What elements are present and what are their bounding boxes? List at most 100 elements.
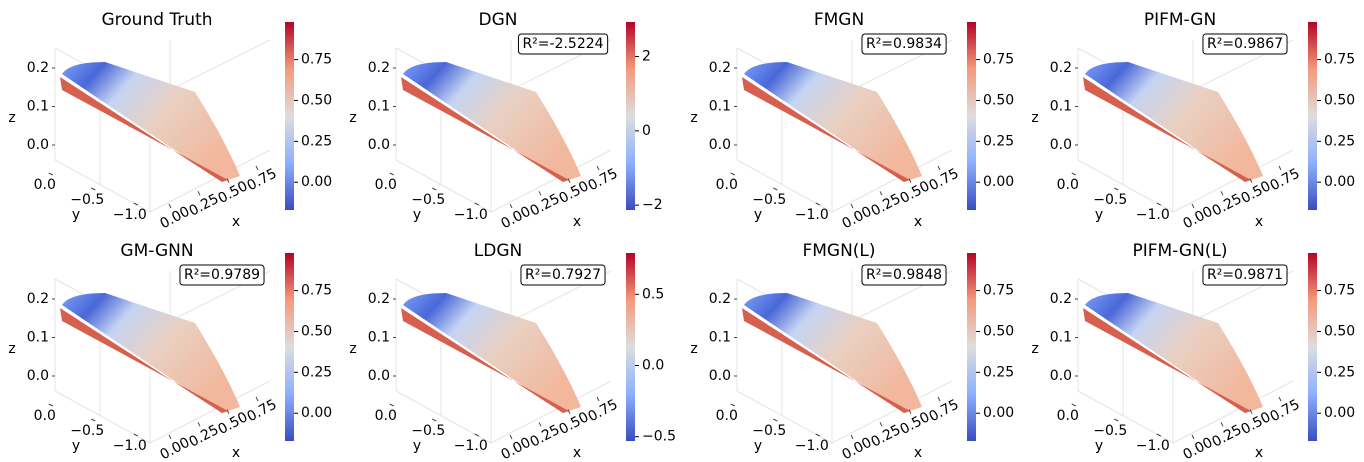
colorbar (626, 22, 635, 210)
annotation-box (861, 264, 947, 286)
colorbar-tick-label: 0.75 (1324, 283, 1355, 299)
x-label: x (914, 445, 922, 461)
x-tick (226, 409, 230, 414)
x-tick (1278, 165, 1282, 171)
x-tick (567, 409, 571, 414)
annotation-box (520, 264, 606, 286)
surface (403, 62, 581, 182)
y-label: y (754, 207, 762, 223)
y-tick (474, 433, 479, 437)
z-tick-label: 0.1 (368, 99, 390, 115)
y-label: y (72, 438, 80, 454)
colorbar-tick-label: 0.25 (301, 133, 332, 149)
r2-annotation: R²=0.9789 (184, 267, 260, 283)
colorbar (967, 22, 976, 210)
r2-annotation: R²=0.9834 (866, 36, 942, 52)
x-tick (168, 203, 172, 209)
x-tick-label: 0.75 (926, 397, 961, 426)
y-tick-label: 0.0 (34, 177, 56, 193)
x-tick (879, 422, 883, 427)
y-tick-label: −1.0 (795, 207, 829, 223)
colorbar (285, 253, 294, 441)
colorbar-tick-label: 0.00 (301, 174, 332, 190)
colorbar-tick-label: 0.25 (1324, 133, 1355, 149)
x-tick (226, 178, 230, 183)
y-label: y (413, 438, 421, 454)
annotation-box (861, 33, 947, 55)
r2-annotation: R²=0.7927 (525, 267, 601, 283)
y-label: y (1095, 207, 1103, 223)
y-tick (1156, 433, 1161, 437)
x-tick (197, 191, 201, 196)
y-tick-label: −1.0 (454, 207, 488, 223)
surface (744, 62, 922, 182)
panel: 0.0 0.1 0.2 z 0.0 −0.5 −1.0 y 0.00 0.25 0.50 0.75 x 0… (690, 241, 1014, 462)
panel: 0.0 0.1 0.2 z 0.0 −0.5 −1.0 y 0.00 0.25 0.50 0.75 x 0… (8, 10, 332, 232)
colorbar-tick-label: 0.5 (642, 286, 664, 302)
z-tick-label: 0.0 (709, 368, 731, 384)
colorbar-tick-label: 0.50 (983, 92, 1014, 108)
y-label: y (1095, 438, 1103, 454)
colorbar-tick-label: 0.75 (983, 52, 1014, 68)
x-tick-label: 0.75 (585, 397, 620, 426)
panel: 0.0 0.1 0.2 z 0.0 −0.5 −1.0 y 0.00 0.25 0.50 0.75 x 0… (1031, 241, 1355, 462)
panel-title: Ground Truth (101, 10, 212, 30)
x-label: x (573, 445, 581, 461)
r2-annotation: R²=0.9871 (1207, 267, 1283, 283)
x-tick (538, 422, 542, 427)
x-tick (879, 191, 883, 196)
x-label: x (1255, 445, 1263, 461)
surface-edge (742, 77, 910, 182)
y-tick (1071, 172, 1076, 176)
z-tick-label: 0.2 (368, 291, 390, 307)
surface (62, 293, 240, 413)
y-tick-label: −1.0 (113, 438, 147, 454)
y-tick (1156, 202, 1161, 206)
y-tick-label: −1.0 (1136, 207, 1170, 223)
z-tick-label: 0.2 (27, 291, 49, 307)
panel: 0.00.10.2z0.0−0.5−1.0y 0.000.250.500.75x−… (349, 241, 676, 462)
x-tick (567, 178, 571, 183)
z-tick-label: 0.1 (709, 99, 731, 115)
x-tick (1191, 203, 1195, 209)
colorbar-tick-label: −0.5 (642, 429, 676, 445)
y-tick (815, 433, 820, 437)
y-label: y (413, 207, 421, 223)
annotation-box (517, 33, 609, 55)
y-tick-label: −1.0 (113, 207, 147, 223)
x-tick (596, 396, 600, 402)
z-tick-label: 0.1 (1050, 330, 1072, 346)
colorbar-tick-label: 0.50 (983, 323, 1014, 339)
y-tick-label: −1.0 (454, 438, 488, 454)
surface-edge (1083, 77, 1251, 182)
y-tick (91, 187, 96, 191)
z-label: z (690, 110, 697, 126)
y-tick (48, 172, 53, 176)
surface-edge (60, 77, 228, 182)
y-tick (389, 403, 394, 407)
z-label: z (1031, 341, 1038, 357)
x-tick (255, 396, 259, 402)
y-tick (432, 418, 437, 422)
y-tick (133, 202, 138, 206)
y-tick (730, 403, 735, 407)
colorbar-tick-label: 0.75 (983, 283, 1014, 299)
y-tick (773, 418, 778, 422)
annotation-box (1202, 33, 1288, 55)
x-tick-label: 0.75 (244, 397, 279, 426)
x-tick (255, 165, 259, 171)
y-tick (773, 187, 778, 191)
z-tick-label: 0.1 (709, 330, 731, 346)
panel: 0.0 0.1 0.2 z 0.0 −0.5 −1.0 y 0.00 0.25 0.50 0.75 x 0… (690, 10, 1014, 232)
surface (62, 62, 240, 182)
colorbar-tick-label: 0.00 (983, 174, 1014, 190)
y-tick-label: 0.0 (34, 408, 56, 424)
surface-edge (1083, 308, 1251, 413)
colorbar-tick-label: 0.00 (983, 405, 1014, 421)
x-tick-label: 0.75 (1267, 397, 1302, 426)
z-label: z (690, 341, 697, 357)
x-label: x (232, 445, 240, 461)
colorbar-tick-label: −2 (642, 197, 663, 213)
colorbar-tick-label: 0 (642, 123, 651, 139)
colorbar-tick-label: 0.50 (1324, 323, 1355, 339)
